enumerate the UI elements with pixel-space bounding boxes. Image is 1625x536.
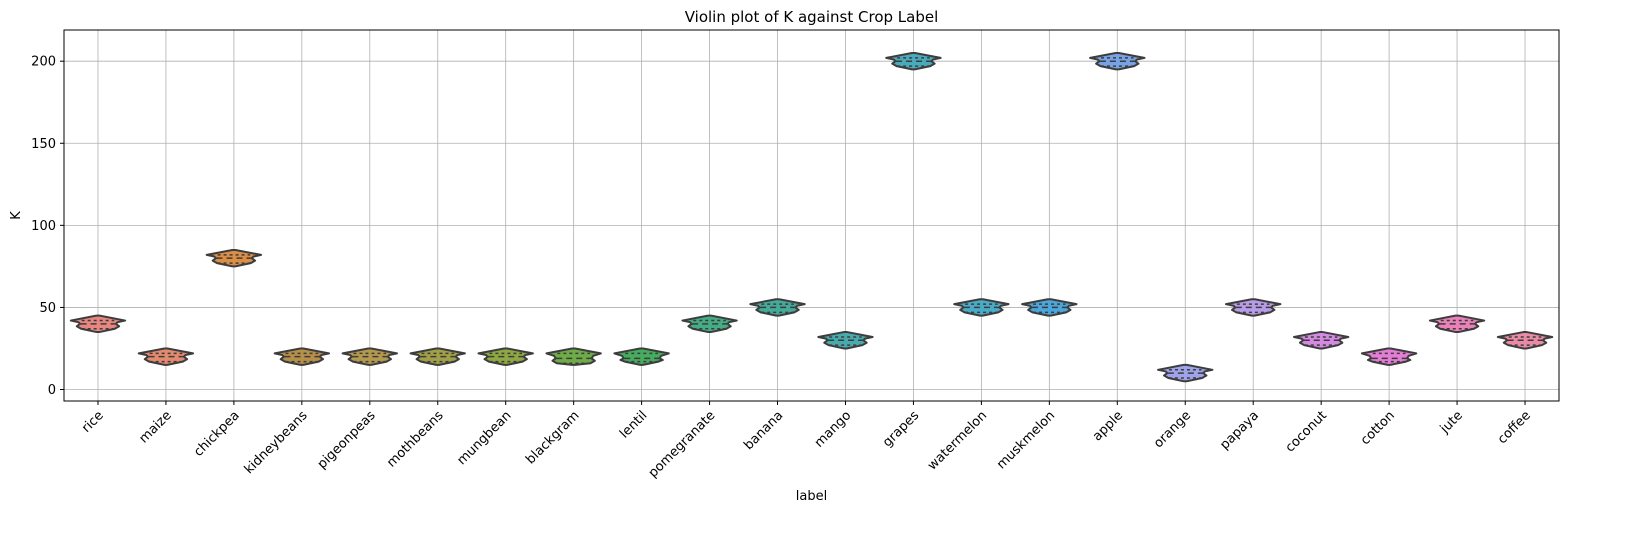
x-tick-label: chickpea [191, 408, 243, 460]
violin-layer [69, 51, 1554, 383]
violin-pomegranate [681, 314, 738, 334]
x-tick-label: pigeonpeas [315, 408, 379, 472]
x-tick-label: apple [1090, 408, 1126, 444]
violin-chickpea [205, 248, 263, 268]
y-axis-label: K [9, 211, 24, 220]
violin-apple [1089, 51, 1146, 71]
violin-mango [817, 331, 874, 350]
grid-layer [64, 30, 1559, 401]
y-tick-label: 200 [31, 55, 56, 70]
violin-orange [1157, 363, 1214, 383]
x-tick-label: papaya [1217, 408, 1262, 453]
x-tick-label: lentil [617, 408, 650, 441]
chart-title: Violin plot of K against Crop Label [685, 8, 939, 26]
x-tick-label: muskmelon [994, 408, 1058, 472]
violin-muskmelon [1021, 298, 1078, 317]
violin-cotton [1360, 347, 1418, 366]
violin-kidneybeans [273, 347, 331, 366]
x-tick-label: coconut [1283, 408, 1330, 455]
violin-mothbeans [409, 347, 466, 366]
x-tick-label: banana [741, 408, 786, 453]
violin-watermelon [953, 298, 1010, 317]
x-axis-label: label [796, 489, 827, 504]
violin-rice [69, 314, 127, 334]
violin-blackgram [545, 347, 602, 366]
y-tick-label: 100 [31, 219, 56, 234]
x-tick-label: kidneybeans [242, 408, 311, 477]
x-tick-label: orange [1151, 408, 1194, 451]
x-tick-label: mango [812, 408, 855, 451]
x-tick-label: mothbeans [384, 408, 447, 471]
x-tick-label: coffee [1495, 408, 1534, 447]
x-tick-label: blackgram [523, 408, 582, 467]
violin-lentil [613, 347, 670, 366]
y-tick-label: 0 [48, 383, 56, 398]
violin-grapes [885, 51, 942, 71]
x-tick-label: mungbean [455, 408, 515, 468]
plot-frame [63, 29, 1560, 402]
violin-pigeonpeas [341, 347, 398, 366]
violin-maize [137, 347, 195, 366]
violin-mungbean [477, 347, 534, 366]
y-tick-label: 50 [39, 301, 56, 316]
x-tick-label: grapes [880, 408, 922, 450]
x-tick-label: watermelon [925, 408, 990, 473]
x-tick-label: pomegranate [646, 408, 719, 481]
axis-layer: 0 50 100 150 200 rice maize chickpeakidneybeans… [31, 55, 1534, 481]
x-tick-label: cotton [1358, 408, 1398, 448]
violin-papaya [1225, 298, 1282, 317]
violin-coffee [1496, 331, 1554, 350]
violin-jute [1428, 314, 1486, 334]
x-tick-label: maize [137, 408, 175, 446]
x-tick-label: rice [79, 408, 107, 436]
y-tick-label: 150 [31, 137, 56, 152]
x-tick-label: jute [1437, 408, 1466, 437]
violin-coconut [1292, 331, 1350, 350]
violin-banana [749, 298, 806, 317]
